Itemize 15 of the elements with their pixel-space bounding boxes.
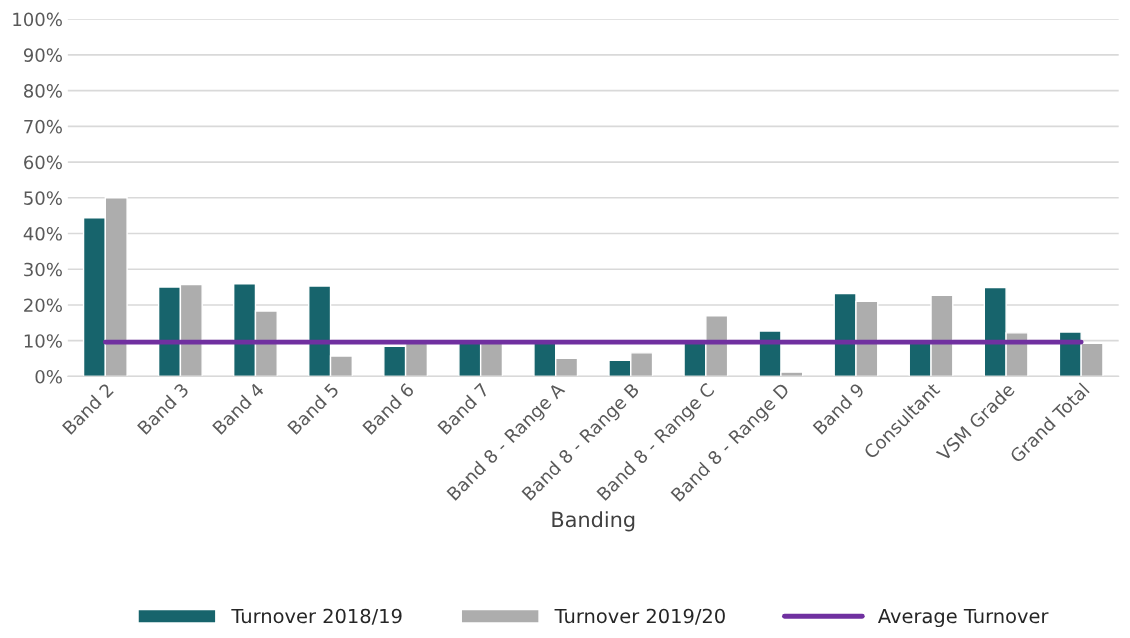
legend-label: Average Turnover xyxy=(877,608,1049,628)
legend-label: Turnover 2018/19 xyxy=(231,608,402,625)
y-tick-label: 80% xyxy=(24,84,62,98)
x-axis-title: Banding xyxy=(552,511,635,532)
y-tick-label: 10% xyxy=(24,334,62,348)
y-tick-label: 20% xyxy=(24,298,62,313)
y-tick-label: 40% xyxy=(23,226,62,241)
legend-label: Turnover 2019/20 xyxy=(554,608,725,625)
y-tick-label: 90% xyxy=(23,48,62,62)
y-tick-label: 0% xyxy=(35,369,62,384)
y-tick-label: 30% xyxy=(24,262,62,277)
y-tick-label: 70% xyxy=(24,119,62,134)
y-tick-label: 60% xyxy=(24,155,62,170)
y-tick-label: 50% xyxy=(24,191,62,205)
y-tick-label: 100% xyxy=(13,12,62,27)
